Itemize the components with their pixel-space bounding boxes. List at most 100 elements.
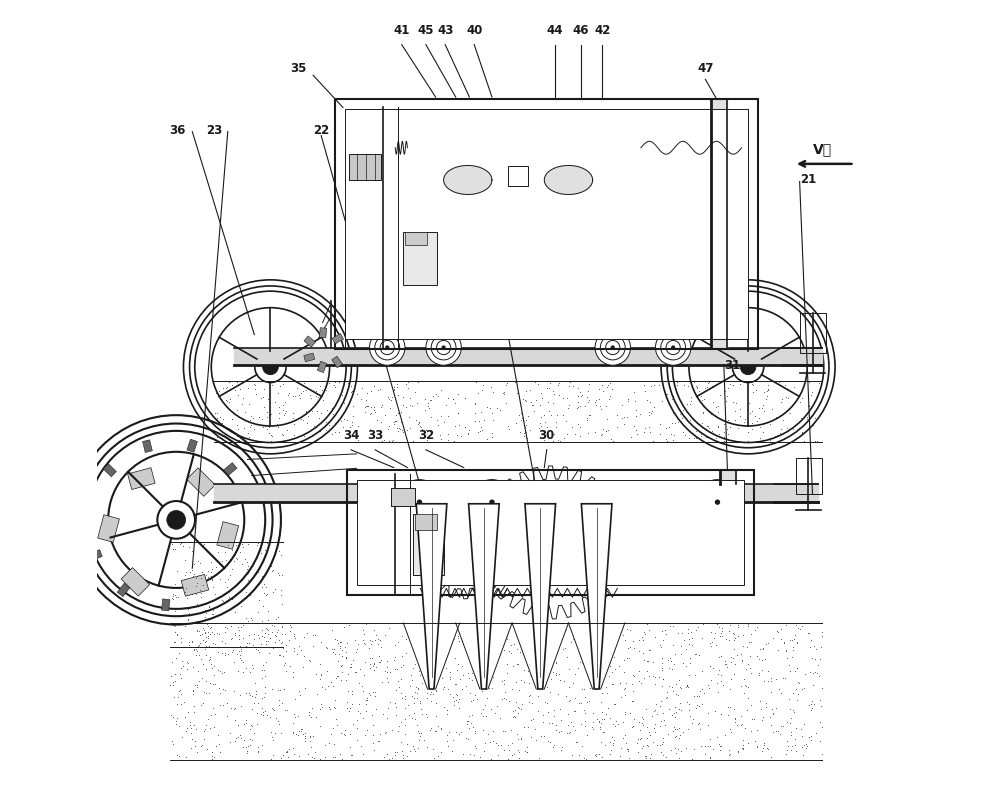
Point xyxy=(246,697,262,710)
Point xyxy=(207,637,223,650)
Bar xyxy=(304,336,316,347)
Point xyxy=(298,405,314,418)
Point xyxy=(515,645,531,658)
Point xyxy=(647,726,663,739)
Point xyxy=(457,629,473,642)
Point xyxy=(317,683,333,696)
Point xyxy=(789,662,805,675)
Point xyxy=(742,649,758,662)
Point xyxy=(189,745,205,758)
Point xyxy=(299,627,315,640)
Point xyxy=(356,668,372,681)
Point xyxy=(562,375,578,388)
Point xyxy=(624,694,640,707)
Point xyxy=(430,617,446,630)
Point xyxy=(669,375,685,388)
Point xyxy=(692,684,708,697)
Point xyxy=(373,654,389,667)
Point xyxy=(538,629,554,642)
Point xyxy=(786,381,802,394)
Point xyxy=(193,591,209,604)
Point xyxy=(230,719,246,732)
Point xyxy=(494,675,510,688)
Point xyxy=(183,726,199,739)
Point xyxy=(317,739,333,752)
Point xyxy=(241,629,257,642)
Text: 45: 45 xyxy=(418,24,434,36)
Point xyxy=(195,633,211,646)
Point xyxy=(173,672,189,684)
Point xyxy=(513,406,529,419)
Point xyxy=(217,637,233,650)
Point xyxy=(239,563,255,576)
Point xyxy=(446,694,462,707)
Point xyxy=(243,718,259,731)
Point xyxy=(583,624,599,637)
Point xyxy=(264,565,280,578)
Point xyxy=(259,623,275,636)
Point xyxy=(695,406,711,418)
Point xyxy=(460,427,476,440)
Point xyxy=(231,434,247,447)
Point xyxy=(579,649,595,662)
Point xyxy=(525,619,541,632)
Point xyxy=(665,684,681,697)
Point xyxy=(472,750,488,763)
Point xyxy=(618,736,634,749)
Point xyxy=(217,546,233,559)
Point xyxy=(168,590,184,603)
Point xyxy=(334,753,350,766)
Point xyxy=(342,702,358,715)
Text: 36: 36 xyxy=(170,123,186,136)
Point xyxy=(660,727,676,740)
Point xyxy=(355,624,371,637)
Point xyxy=(191,638,207,651)
Point xyxy=(327,693,343,706)
Point xyxy=(655,673,671,686)
Point xyxy=(693,427,709,440)
Point xyxy=(351,676,367,689)
Point xyxy=(796,682,812,695)
Point xyxy=(556,675,572,688)
Point xyxy=(542,642,558,655)
Point xyxy=(639,617,655,630)
Point xyxy=(691,384,707,397)
Point xyxy=(272,683,288,696)
Point xyxy=(282,659,298,672)
Point xyxy=(539,382,555,395)
Point xyxy=(274,597,290,610)
Point xyxy=(287,693,303,706)
Point xyxy=(357,637,373,650)
Point xyxy=(537,415,553,428)
Point xyxy=(229,419,245,432)
Point xyxy=(327,632,343,645)
Point xyxy=(670,415,686,428)
Point xyxy=(445,393,461,406)
Point xyxy=(396,619,412,632)
Point xyxy=(467,689,483,702)
Point xyxy=(386,381,402,394)
Point xyxy=(233,412,249,425)
Point xyxy=(666,706,682,719)
Point xyxy=(407,620,423,633)
Point xyxy=(662,380,678,393)
Point xyxy=(551,376,567,389)
Point xyxy=(344,415,360,428)
Point xyxy=(349,642,365,655)
Point xyxy=(672,408,688,421)
Point xyxy=(167,542,183,555)
Point xyxy=(600,634,616,647)
Point xyxy=(497,685,513,698)
Point xyxy=(249,539,265,551)
Bar xyxy=(187,440,197,453)
Point xyxy=(755,642,771,654)
Point xyxy=(204,662,220,675)
Point xyxy=(739,703,755,716)
Bar xyxy=(332,356,343,367)
Point xyxy=(175,641,191,654)
Point xyxy=(342,740,358,753)
Point xyxy=(367,685,383,698)
Point xyxy=(442,665,458,678)
Point xyxy=(286,627,302,640)
Text: 46: 46 xyxy=(572,24,589,36)
